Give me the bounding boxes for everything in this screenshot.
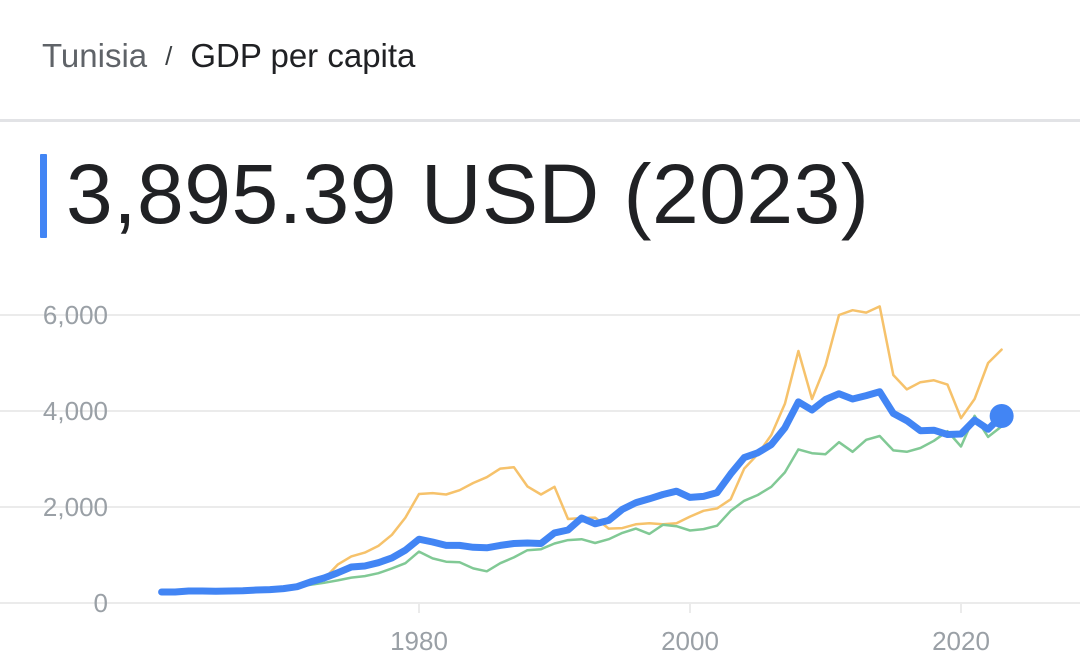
x-tick-label-1980: 1980 — [390, 626, 448, 656]
y-tick-label-0: 0 — [94, 588, 108, 618]
breadcrumb-separator: / — [165, 40, 173, 71]
y-tick-label-4000: 4,000 — [43, 396, 108, 426]
value-accent-bar — [40, 154, 47, 238]
series-lines — [158, 305, 1006, 596]
headline-value: 3,895.39 USD (2023) — [66, 146, 870, 241]
grid-lines — [0, 314, 1080, 604]
series-line-lower — [160, 414, 1003, 594]
series-line-main — [158, 388, 1006, 596]
x-tick-label-2000: 2000 — [661, 626, 719, 656]
series-line-upper — [160, 305, 1003, 594]
latest-value-point — [989, 404, 1014, 429]
y-tick-label-2000: 2,000 — [43, 492, 108, 522]
y-axis-ticks: 0 2,000 4,000 6,000 — [43, 300, 108, 618]
highlight-marker — [989, 404, 1014, 429]
breadcrumb-country[interactable]: Tunisia — [42, 37, 148, 74]
x-axis-ticks: 1980 2000 2020 — [390, 603, 990, 656]
header-divider — [0, 119, 1080, 122]
gdp-line-chart[interactable]: 0 2,000 4,000 6,000 1980 2000 2020 — [0, 270, 1080, 668]
y-tick-label-6000: 6,000 — [43, 300, 108, 330]
breadcrumb: Tunisia / GDP per capita — [42, 34, 415, 78]
x-tick-label-2020: 2020 — [932, 626, 990, 656]
breadcrumb-metric: GDP per capita — [190, 37, 416, 74]
